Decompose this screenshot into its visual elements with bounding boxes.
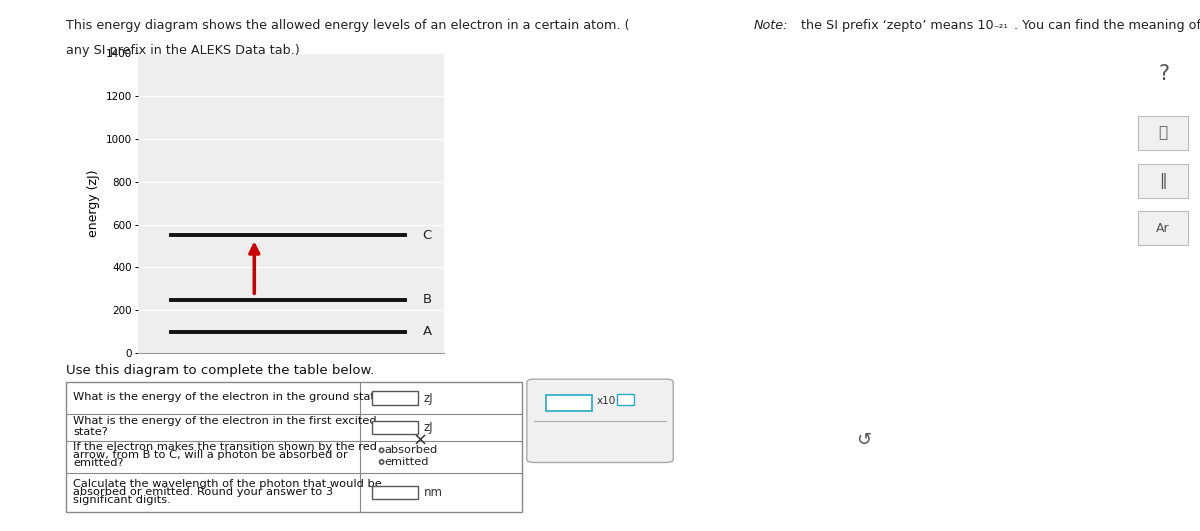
Text: B: B bbox=[422, 293, 432, 306]
Text: ‖: ‖ bbox=[1159, 173, 1166, 189]
Text: emitted: emitted bbox=[384, 457, 430, 467]
Text: If the electron makes the transition shown by the red: If the electron makes the transition sho… bbox=[73, 442, 377, 452]
Text: ⁻²¹: ⁻²¹ bbox=[994, 24, 1008, 34]
Text: ×: × bbox=[413, 431, 427, 449]
Text: Ar: Ar bbox=[1156, 222, 1170, 235]
Text: zJ: zJ bbox=[424, 392, 433, 405]
Text: absorbed or emitted. Round your answer to 3: absorbed or emitted. Round your answer t… bbox=[73, 487, 334, 497]
Text: state?: state? bbox=[73, 427, 108, 436]
Text: Use this diagram to complete the table below.: Use this diagram to complete the table b… bbox=[66, 364, 374, 376]
Text: A: A bbox=[422, 325, 432, 338]
Text: zJ: zJ bbox=[424, 421, 433, 434]
Text: What is the energy of the electron in the first excited: What is the energy of the electron in th… bbox=[73, 416, 377, 426]
Text: significant digits.: significant digits. bbox=[73, 495, 170, 505]
Text: Calculate the wavelength of the photon that would be: Calculate the wavelength of the photon t… bbox=[73, 479, 382, 489]
Text: ↺: ↺ bbox=[857, 431, 871, 449]
Text: arrow, from B to C, will a photon be absorbed or: arrow, from B to C, will a photon be abs… bbox=[73, 450, 348, 460]
Text: ?: ? bbox=[1158, 64, 1170, 84]
Text: . You can find the meaning of: . You can find the meaning of bbox=[1014, 19, 1200, 31]
Text: nm: nm bbox=[424, 486, 443, 499]
Text: absorbed: absorbed bbox=[384, 446, 438, 455]
Text: This energy diagram shows the allowed energy levels of an electron in a certain : This energy diagram shows the allowed en… bbox=[66, 19, 630, 31]
Text: C: C bbox=[422, 229, 432, 242]
Text: What is the energy of the electron in the ground state?: What is the energy of the electron in th… bbox=[73, 392, 388, 401]
Text: the SI prefix ‘zepto’ means 10: the SI prefix ‘zepto’ means 10 bbox=[797, 19, 994, 31]
Y-axis label: energy (zJ): energy (zJ) bbox=[86, 169, 100, 237]
Text: emitted?: emitted? bbox=[73, 458, 124, 468]
Text: ⎕: ⎕ bbox=[1158, 125, 1168, 140]
Text: any SI prefix in the ALEKS Data tab.): any SI prefix in the ALEKS Data tab.) bbox=[66, 44, 300, 56]
Text: x10: x10 bbox=[596, 396, 616, 406]
Text: Note:: Note: bbox=[754, 19, 788, 31]
